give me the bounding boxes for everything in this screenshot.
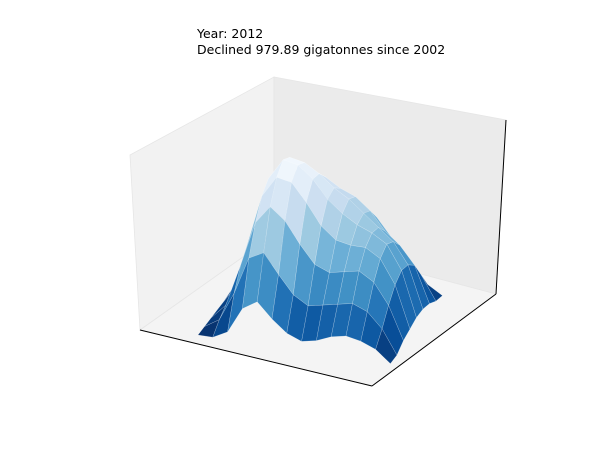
surface-facet xyxy=(414,265,437,304)
surface-facet xyxy=(381,304,404,356)
z-axis-line xyxy=(495,119,507,295)
chart-title: Year: 2012 xyxy=(197,26,264,41)
chart-subtitle: Declined 979.89 gigatonnes since 2002 xyxy=(197,42,446,57)
surface-facet xyxy=(420,274,443,302)
surface-facet xyxy=(407,264,430,310)
surface-mesh xyxy=(197,156,443,364)
chart-titles: Year: 2012 Declined 979.89 gigatonnes si… xyxy=(197,26,445,58)
surface-facet xyxy=(401,264,424,319)
surface-facet xyxy=(388,284,411,342)
y-axis-line xyxy=(371,293,497,387)
x-axis-line xyxy=(139,329,373,387)
surface-facet xyxy=(375,328,398,364)
surface-facet xyxy=(394,269,417,330)
axis-lines xyxy=(139,119,507,387)
